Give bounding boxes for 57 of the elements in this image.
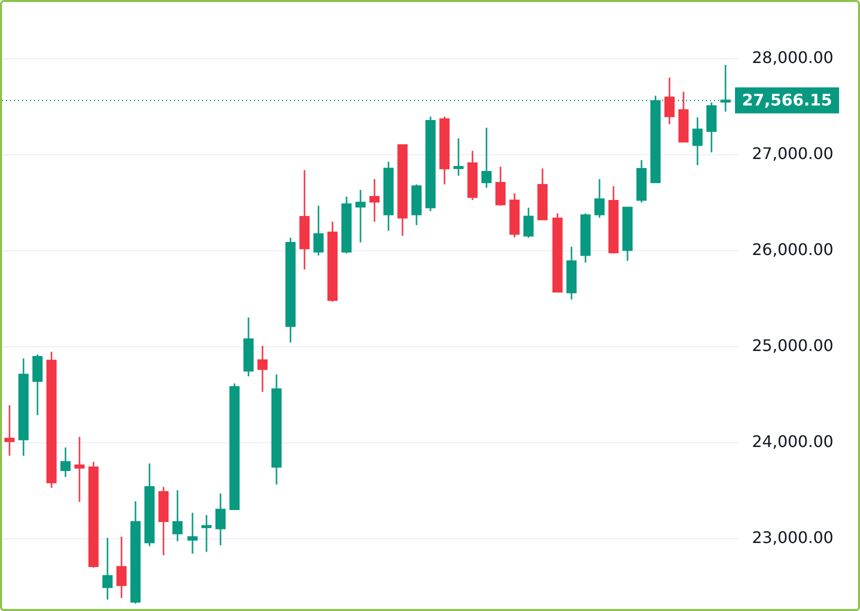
candlestick <box>425 116 436 212</box>
candlestick <box>74 436 85 503</box>
candlestick <box>594 178 605 218</box>
candlestick <box>509 192 520 238</box>
candlestick <box>397 144 408 237</box>
candlestick <box>481 126 492 188</box>
candlestick <box>664 76 675 125</box>
candlestick <box>187 512 198 554</box>
candlestick <box>495 166 506 207</box>
candlestick <box>215 492 226 546</box>
candlestick <box>467 150 478 201</box>
candlestick <box>692 116 703 166</box>
candlestick <box>18 358 29 457</box>
candlestick <box>439 116 450 186</box>
y-tick-label: 28,000.00 <box>752 48 834 67</box>
candlestick <box>116 536 127 599</box>
candlestick <box>411 184 422 226</box>
candlestick <box>243 316 254 377</box>
candlestick <box>453 138 464 176</box>
candlestick <box>46 351 57 489</box>
candlestick <box>327 221 338 303</box>
y-tick-label: 23,000.00 <box>752 528 834 548</box>
candlestick <box>636 159 647 204</box>
candlestick <box>313 204 324 256</box>
y-tick-label: 26,000.00 <box>752 240 834 259</box>
candlestick <box>608 185 619 254</box>
candlestick <box>88 461 99 568</box>
candlestick <box>201 514 212 553</box>
candlestick <box>257 345 268 393</box>
candlestick <box>537 168 548 220</box>
candlestick <box>552 212 563 293</box>
candlestick <box>172 489 183 542</box>
candlestick <box>158 486 169 556</box>
candlestick <box>622 206 633 262</box>
candlestick <box>32 354 43 416</box>
candlestick <box>355 189 366 244</box>
candlestick <box>369 178 380 222</box>
candlestick <box>706 102 717 154</box>
candlestick <box>523 206 534 239</box>
candlestick <box>678 90 689 142</box>
candlestick <box>229 382 240 510</box>
candlestick <box>580 212 591 264</box>
candlestick <box>102 537 113 600</box>
candlestick <box>341 196 352 254</box>
candlestick <box>383 160 394 232</box>
candlestick <box>299 169 310 270</box>
candlestick <box>271 374 282 486</box>
candlestick <box>4 404 15 457</box>
candlestick <box>144 462 155 547</box>
ref-line-label: 27,566.15 <box>742 90 832 110</box>
candlestick <box>566 246 577 300</box>
y-tick-label: 24,000.00 <box>752 432 834 451</box>
candlestick <box>60 446 71 478</box>
candlestick <box>285 237 296 344</box>
y-tick-label: 25,000.00 <box>752 336 834 355</box>
y-tick-label: 27,000.00 <box>752 144 834 163</box>
candlestick <box>130 500 141 604</box>
